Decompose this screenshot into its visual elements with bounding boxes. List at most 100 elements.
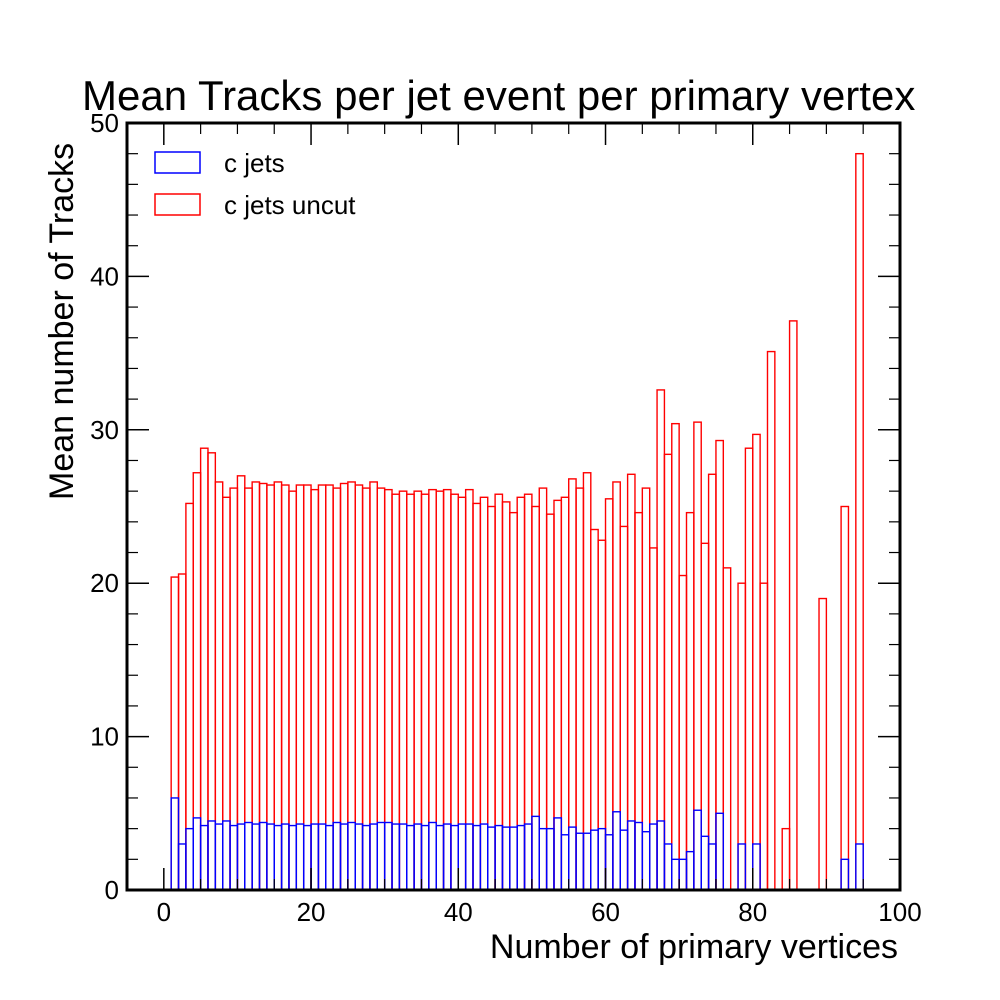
bar — [273, 481, 283, 891]
bar — [464, 823, 474, 891]
bar — [501, 826, 511, 891]
bar — [818, 597, 828, 891]
bar — [788, 320, 798, 891]
bar — [494, 493, 504, 891]
bar — [649, 547, 658, 891]
bar — [568, 478, 577, 891]
bar — [619, 829, 629, 891]
bar — [229, 824, 239, 891]
bar — [582, 472, 592, 891]
bar — [516, 824, 526, 891]
bar — [361, 824, 371, 891]
bar — [612, 481, 621, 891]
bar — [693, 421, 702, 891]
y-tick-label: 40 — [90, 261, 119, 291]
bar — [649, 823, 658, 891]
legend-label: c jets uncut — [224, 190, 356, 220]
bar — [236, 475, 246, 891]
bar — [435, 490, 445, 891]
bar — [207, 452, 217, 891]
bar — [420, 493, 430, 891]
bar — [671, 858, 680, 891]
bar — [707, 843, 717, 891]
bar — [715, 439, 725, 891]
bar — [509, 826, 518, 891]
bar — [221, 496, 231, 891]
bar — [347, 821, 356, 891]
bar — [553, 499, 563, 891]
bar — [406, 493, 415, 891]
bar — [590, 829, 599, 891]
bar — [523, 823, 533, 891]
bar — [626, 473, 636, 891]
x-tick-label: 60 — [591, 897, 620, 927]
bar — [634, 511, 644, 891]
bar — [214, 481, 224, 891]
legend-swatch — [154, 151, 201, 174]
x-tick-label: 40 — [444, 897, 473, 927]
bar — [656, 389, 666, 891]
bar — [325, 824, 334, 891]
bar — [678, 858, 688, 891]
y-axis-label: Mean number of Tracks — [43, 143, 81, 500]
bar — [464, 488, 474, 891]
bar — [288, 824, 298, 891]
bar — [310, 488, 320, 891]
bar — [339, 482, 349, 891]
bar — [531, 505, 540, 891]
bar — [663, 843, 673, 891]
bar — [538, 487, 548, 891]
bar — [744, 447, 754, 891]
bar — [700, 835, 710, 891]
bar — [641, 487, 651, 891]
bar — [693, 809, 702, 891]
axes: 0 20 40 60 80 100 0 10 20 30 40 50 — [90, 108, 922, 927]
x-tick-label: 100 — [878, 897, 921, 927]
bar — [391, 823, 401, 891]
bar — [398, 490, 408, 891]
bar — [737, 843, 747, 891]
bar — [560, 834, 570, 891]
bar — [280, 823, 290, 891]
bar — [545, 827, 555, 891]
bar — [251, 481, 261, 891]
bar — [170, 576, 180, 891]
x-tick-label: 80 — [738, 897, 767, 927]
bar — [310, 823, 320, 891]
bar — [759, 582, 769, 891]
bar — [413, 490, 423, 891]
bar — [199, 447, 209, 891]
y-tick-label: 10 — [90, 722, 119, 752]
legend-swatch — [154, 193, 201, 216]
bar — [428, 821, 437, 891]
bar — [435, 824, 445, 891]
bar — [420, 824, 430, 891]
bar — [266, 823, 275, 891]
bar — [479, 496, 489, 891]
bar — [501, 501, 511, 891]
bar — [354, 823, 364, 891]
bar — [494, 824, 504, 891]
bar — [487, 826, 496, 891]
bar — [781, 827, 791, 891]
plot-frame — [125, 121, 902, 892]
bar — [273, 824, 283, 891]
bar — [707, 473, 717, 891]
bar — [479, 823, 489, 891]
bar — [575, 487, 585, 891]
bar — [236, 823, 246, 891]
bar — [840, 858, 850, 891]
x-axis-label: Number of primary vertices — [490, 928, 898, 966]
histogram-steps — [170, 152, 864, 891]
bar — [678, 574, 688, 891]
bar — [258, 821, 268, 891]
bar — [302, 824, 312, 891]
bar — [450, 824, 459, 891]
bar — [685, 850, 695, 891]
bar — [840, 505, 850, 891]
bar — [295, 484, 305, 891]
bar — [597, 539, 607, 891]
bar — [553, 817, 563, 891]
chart-title: Mean Tracks per jet event per primary ve… — [82, 72, 915, 119]
